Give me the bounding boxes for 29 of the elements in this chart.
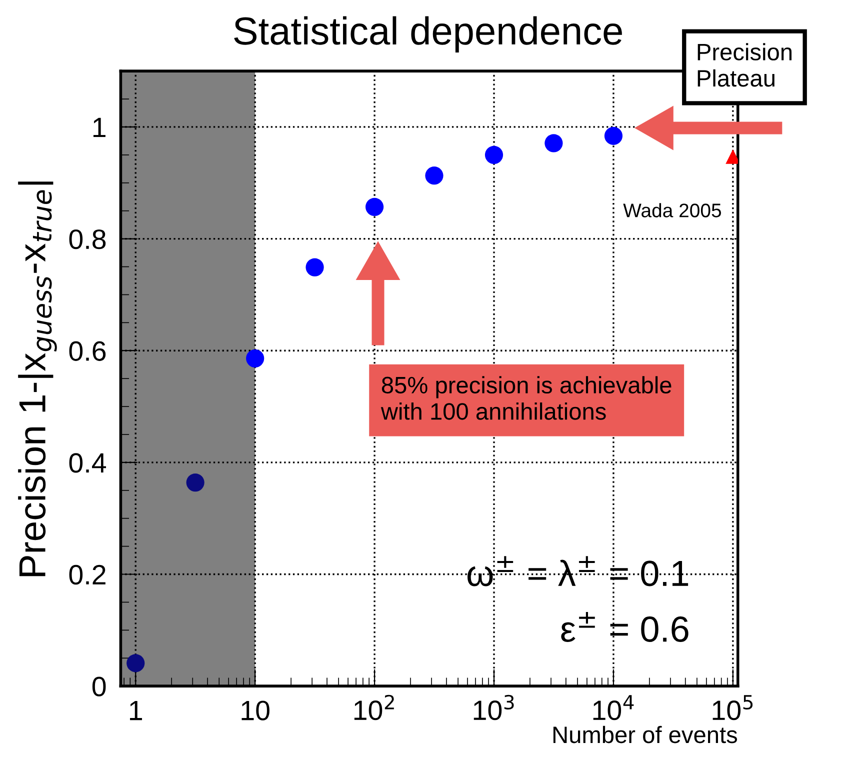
y-tick-label: 0.2 <box>69 564 106 585</box>
point <box>604 126 623 145</box>
point <box>425 166 444 185</box>
x-tick-label: 10$^{2}$ <box>354 694 394 720</box>
point <box>306 258 324 276</box>
y-tick-label: 0.6 <box>69 341 106 361</box>
text: Wada 2005 <box>623 203 722 218</box>
annotation: 85% precision is achievable with 100 annihilations <box>380 376 672 420</box>
y-axis-title: Precision 1-|x$_{guess}$-x$_{true}$| <box>18 182 57 576</box>
chart-title: Statistical dependence <box>234 16 622 53</box>
x-tick-label: 10$^{3}$ <box>474 694 514 720</box>
y-tick-label: 1 <box>93 118 106 138</box>
y-tick-label: 0.4 <box>69 453 106 473</box>
annotation: ε$^{±}$ = 0.6 <box>561 612 688 642</box>
point <box>186 474 204 492</box>
x-tick-label: 1 <box>130 700 142 720</box>
point <box>365 198 384 216</box>
x-tick-label: 10$^{4}$ <box>593 695 634 720</box>
annotation: Precision Plateau <box>698 43 792 87</box>
point <box>544 134 563 152</box>
annotation: ω$^{±}$ = λ$^{±}$ = 0.1 <box>468 556 688 586</box>
point <box>484 146 504 164</box>
y-tick-label: 0.8 <box>69 229 106 250</box>
x-tick-label: 10 <box>242 700 270 720</box>
point <box>126 654 145 672</box>
x-axis-title: Number of events <box>553 726 738 744</box>
x-tick-label: 10$^{5}$ <box>712 695 753 720</box>
point <box>246 349 264 368</box>
y-tick-label: 0 <box>92 676 106 696</box>
